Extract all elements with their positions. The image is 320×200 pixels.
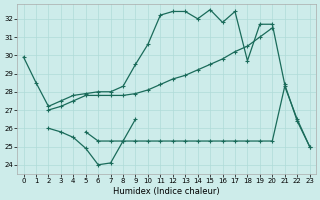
X-axis label: Humidex (Indice chaleur): Humidex (Indice chaleur) [113, 187, 220, 196]
